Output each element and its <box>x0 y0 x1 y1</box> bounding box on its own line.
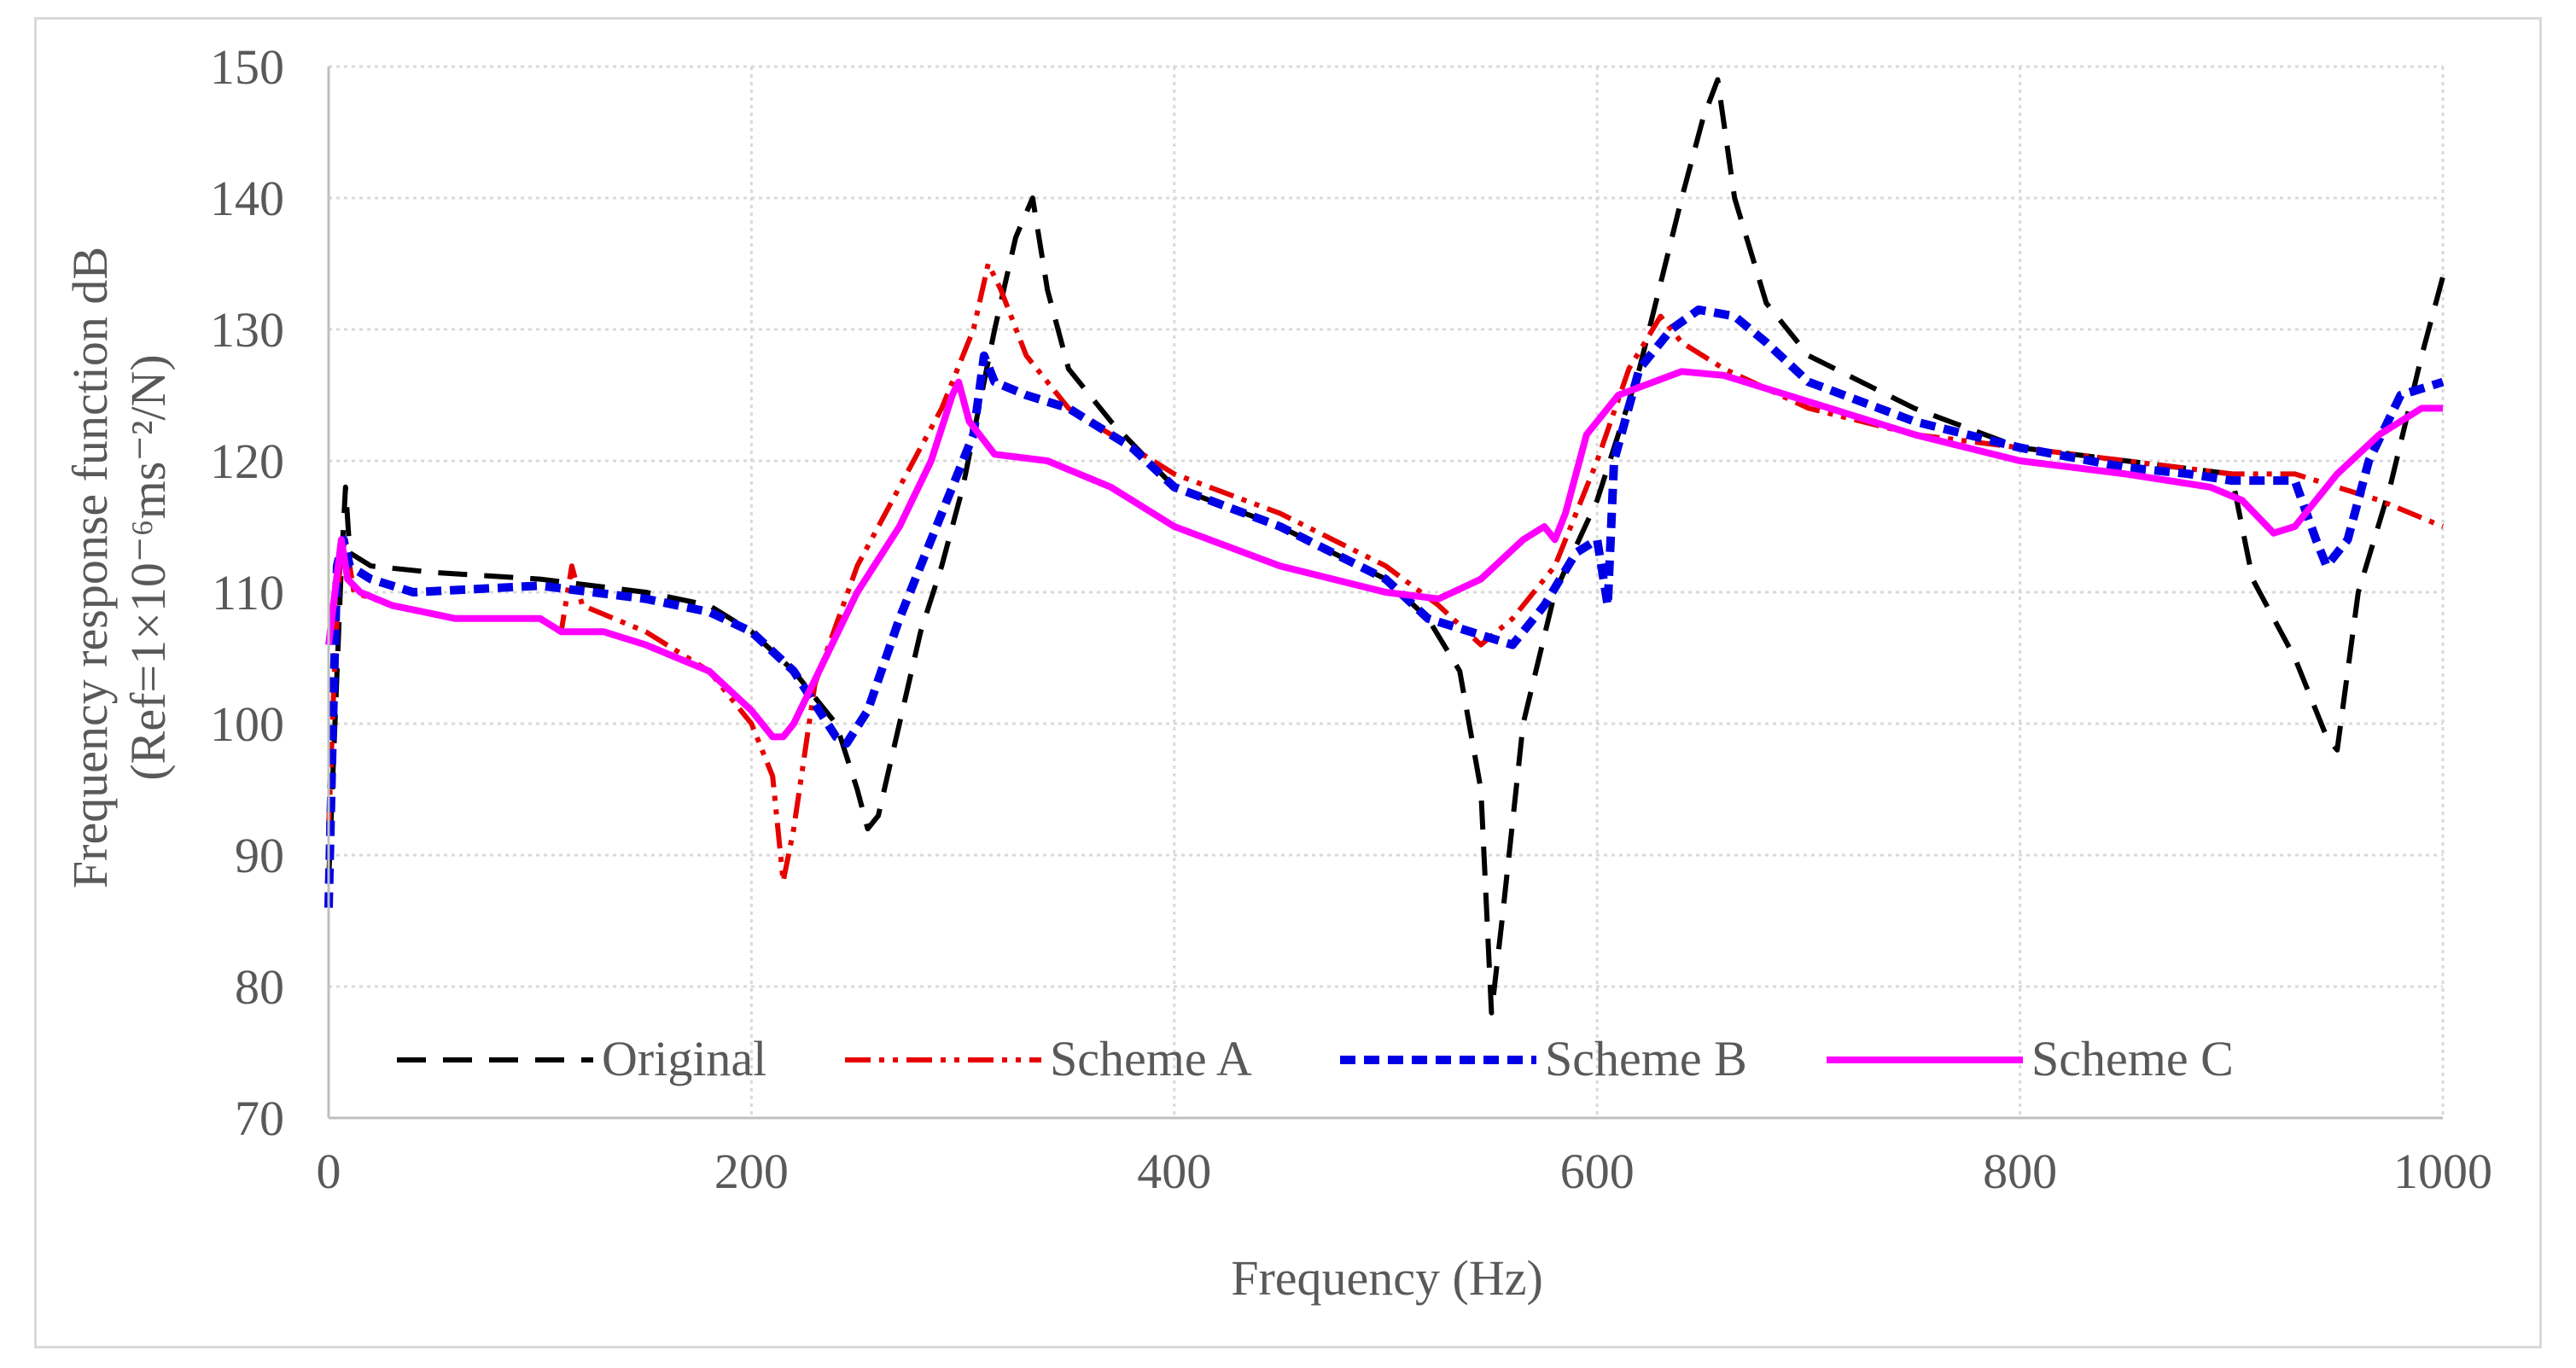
y-tick-label: 70 <box>235 1091 284 1146</box>
y-axis-title-line1: Frequency response function dB <box>62 247 118 888</box>
y-tick-label: 100 <box>210 696 284 752</box>
legend-label: Scheme B <box>1545 1031 1747 1086</box>
y-tick-label: 130 <box>210 302 284 358</box>
x-tick-label: 1000 <box>2393 1144 2492 1199</box>
y-tick-label: 80 <box>235 959 284 1015</box>
y-tick-label: 120 <box>210 434 284 489</box>
y-axis-title: Frequency response function dB (Ref=1×10… <box>62 247 176 888</box>
y-tick-label: 110 <box>212 565 284 620</box>
x-tick-label: 600 <box>1560 1144 1635 1199</box>
series-line-scheme-c <box>325 368 2443 741</box>
legend-label: Original <box>602 1031 766 1086</box>
x-tick-labels: 0 200 400 600 800 1000 <box>317 1144 2493 1199</box>
x-tick-label: 200 <box>714 1144 789 1199</box>
x-axis-title: Frequency (Hz) <box>1231 1250 1543 1306</box>
y-tick-label: 140 <box>210 171 284 226</box>
y-tick-label: 90 <box>235 828 284 883</box>
y-tick-label: 150 <box>210 39 284 95</box>
legend-label: Scheme C <box>2031 1031 2234 1086</box>
x-tick-label: 400 <box>1137 1144 1211 1199</box>
y-tick-labels: 70 80 90 100 110 120 130 140 150 <box>210 39 284 1146</box>
x-tick-label: 0 <box>317 1144 341 1199</box>
y-axis-title-line2: (Ref=1×10⁻⁶ms⁻²/N) <box>120 354 176 780</box>
legend: Original Scheme A Scheme B Scheme C <box>397 1031 2234 1086</box>
legend-label: Scheme A <box>1050 1031 1252 1086</box>
x-tick-label: 800 <box>1983 1144 2057 1199</box>
series-line-scheme-a <box>326 261 2445 884</box>
chart-frame <box>34 17 2542 1348</box>
series-line-original <box>326 77 2445 1016</box>
series-line-scheme-b <box>324 305 2445 908</box>
series-lines <box>324 77 2445 1016</box>
